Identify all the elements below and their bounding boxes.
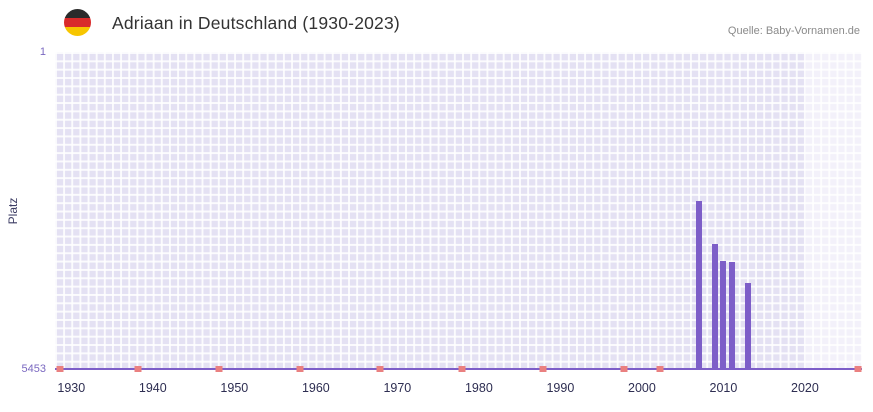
recent-band <box>805 52 862 368</box>
bar-2009[interactable] <box>712 243 719 368</box>
x-tick-label-1970: 1970 <box>383 381 412 395</box>
axis-marker <box>620 366 628 372</box>
axis-marker <box>458 366 466 372</box>
axis-marker <box>854 366 862 372</box>
axis-marker <box>56 366 64 372</box>
bar-2007[interactable] <box>695 200 702 368</box>
x-tick-label-1950: 1950 <box>220 381 249 395</box>
axis-marker <box>296 366 304 372</box>
x-tick-label-1930: 1930 <box>57 381 86 395</box>
germany-flag-icon <box>64 9 91 36</box>
axis-marker <box>215 366 223 372</box>
source-credit: Quelle: Baby-Vornamen.de <box>727 25 860 37</box>
chart-title: Adriaan in Deutschland (1930-2023) <box>112 13 400 33</box>
axis-marker <box>134 366 142 372</box>
x-tick-label-2000: 2000 <box>628 381 656 395</box>
x-tick-label-1980: 1980 <box>464 381 493 395</box>
x-tick-label-2010: 2010 <box>709 381 738 395</box>
bar-2013[interactable] <box>744 283 751 368</box>
x-tick-label-2020: 2020 <box>791 381 819 395</box>
bar-2010[interactable] <box>720 260 727 368</box>
axis-marker <box>656 366 664 372</box>
x-axis-labels: 1930 1940 1950 1960 1970 1980 1990 2000 2010 2020 <box>55 381 862 401</box>
bar-2011[interactable] <box>728 261 735 368</box>
x-tick-label-1990: 1990 <box>546 381 575 395</box>
y-axis-title: Platz <box>6 197 20 225</box>
axis-marker <box>539 366 547 372</box>
x-tick-label-1960: 1960 <box>301 381 330 395</box>
x-tick-label-1940: 1940 <box>138 381 167 395</box>
plot-area <box>55 52 862 372</box>
axis-marker <box>376 366 384 372</box>
y-tick-label-bottom: 5453 <box>21 363 46 375</box>
y-tick-label-top: 1 <box>39 46 46 58</box>
